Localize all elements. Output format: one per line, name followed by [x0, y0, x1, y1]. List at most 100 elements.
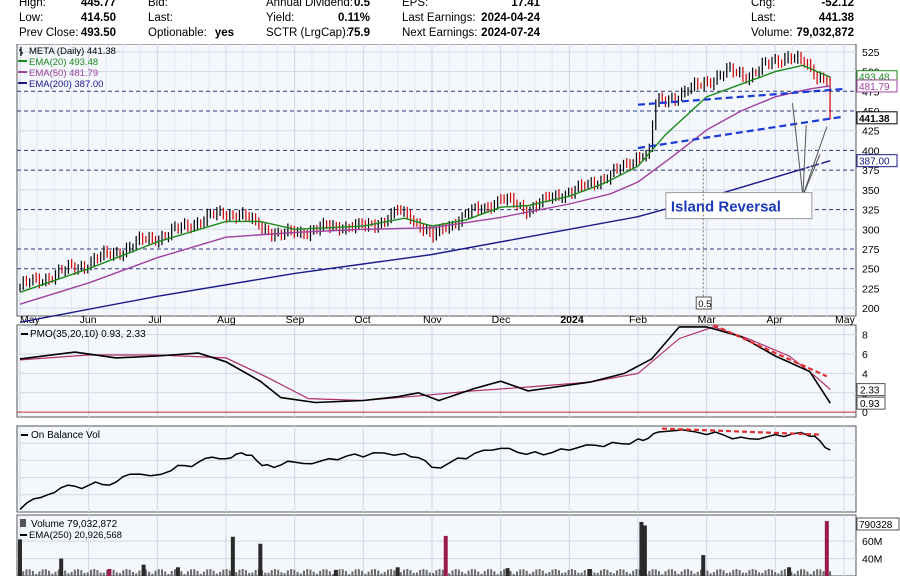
volume-bar-small: [545, 573, 548, 576]
volume-bar-small: [557, 570, 560, 576]
volume-bar-small: [299, 573, 302, 576]
volume-bar-small: [154, 570, 157, 576]
change-label: Chg:: [751, 0, 776, 9]
price-value-tag-text: 493.48: [859, 73, 890, 84]
last-label: Last:: [148, 12, 173, 24]
volume-bar-small: [99, 572, 102, 576]
volume-bar-small: [290, 569, 293, 576]
volume-bar-small: [57, 569, 60, 576]
stock-chart[interactable]: May Jun Jul Aug Sep Oct Nov Dec 2024 Feb Mar Apr May…: [0, 44, 900, 576]
volume-bar-small: [654, 569, 657, 576]
volume-bar-small: [296, 571, 299, 576]
volume-bar-small: [470, 569, 473, 576]
volume-bar-small: [283, 573, 286, 576]
volume-bar-small: [364, 573, 367, 576]
volume-bar-small: [683, 569, 686, 576]
trendline: [637, 87, 845, 106]
obv-line: [19, 429, 831, 510]
volume-bar-small: [351, 571, 354, 576]
volume-y-tick: 60M: [862, 536, 882, 548]
volume-bar-small: [448, 573, 451, 576]
volume-bar-small: [128, 569, 131, 576]
volume-bar-small: [767, 569, 770, 576]
sctr-label: SCTR (LrgCap):: [266, 27, 350, 39]
volume-bar-small: [561, 573, 564, 576]
x-tick-label: Jul: [148, 314, 161, 326]
volume-bar-small: [390, 569, 393, 576]
volume-bar-small: [609, 572, 612, 576]
volume-bar-small: [83, 572, 86, 576]
volume-bar: [505, 568, 510, 576]
volume-bar-small: [44, 569, 47, 576]
volume-bar-small: [603, 569, 606, 576]
annotation-box: [665, 192, 813, 220]
optionable-value: yes: [214, 27, 234, 39]
volume-bar-small: [809, 573, 812, 576]
volume-bar-small: [777, 573, 780, 576]
volume-bar-small: [38, 571, 41, 576]
legend-entry: EMA(50) 481.79: [29, 68, 98, 79]
pmo-y-tick: 6: [862, 349, 868, 361]
volume-bar-small: [806, 571, 809, 576]
volume-bar-small: [761, 573, 764, 576]
volume-bar-small: [474, 569, 477, 576]
volume-bar: [258, 543, 263, 576]
volume-bar-small: [661, 574, 664, 576]
volume-label: Volume:: [751, 27, 793, 39]
volume-bar-small: [577, 572, 580, 576]
volume-bar-small: [525, 570, 528, 576]
volume-bar-small: [670, 569, 673, 576]
annotation-pointer: [802, 154, 821, 196]
volume-bar-small: [325, 569, 328, 576]
volume-bar-small: [67, 573, 70, 576]
volume-bar-small: [758, 572, 761, 576]
volume-bar-small: [693, 573, 696, 576]
prev-close-label: Prev Close:: [19, 27, 79, 39]
volume-bar-small: [512, 574, 515, 576]
volume-bar-small: [738, 570, 741, 576]
x-tick-label: Jun: [80, 314, 97, 326]
volume-bar-small: [490, 569, 493, 576]
yield-label: Yield:: [266, 12, 295, 24]
eps-value: 17.41: [511, 0, 540, 9]
volume-bar-small: [70, 572, 73, 576]
volume-bar-small: [312, 571, 315, 576]
volume-bar-small: [393, 570, 396, 576]
volume-bar: [107, 569, 112, 576]
volume-bar-small: [119, 573, 122, 576]
volume-bar-small: [783, 569, 786, 576]
price-y-tick: 325: [862, 205, 880, 217]
x-tick-label: Apr: [766, 314, 783, 326]
volume-bar-small: [286, 570, 289, 576]
volume-bar-small: [780, 570, 783, 576]
price-value-tag-text: 441.38: [859, 114, 890, 125]
volume-bar: [787, 567, 792, 576]
volume-bar: [18, 539, 22, 576]
annual-dividend-label: Annual Dividend:: [266, 0, 353, 9]
price-y-tick: 425: [862, 126, 880, 138]
panel-obv: [16, 425, 857, 513]
volume-bar: [701, 555, 706, 576]
volume-bar-small: [493, 571, 496, 576]
volume-bar-small: [622, 569, 625, 576]
volume-bar-small: [248, 572, 251, 576]
volume-bar-small: [796, 570, 799, 576]
volume-bar-small: [102, 572, 105, 576]
volume-bar-small: [435, 570, 438, 576]
volume-bar-small: [28, 569, 31, 576]
volume-bar-small: [380, 573, 383, 576]
volume-bar-small: [135, 573, 138, 576]
volume-value-tag: [856, 517, 900, 531]
volume-bar: [175, 567, 180, 576]
volume-bar-small: [64, 570, 67, 576]
volume-bar-small: [196, 570, 199, 576]
volume-bar-small: [338, 569, 341, 576]
pmo-value-tag-text: 0.93: [860, 399, 880, 410]
volume-bar: [587, 569, 592, 576]
low-label: Low:: [19, 12, 44, 24]
volume-bar-small: [315, 573, 318, 576]
volume-bar-small: [461, 571, 464, 576]
volume-bar-small: [425, 569, 428, 576]
volume-bar-small: [519, 569, 522, 576]
volume-bar-small: [503, 569, 506, 576]
